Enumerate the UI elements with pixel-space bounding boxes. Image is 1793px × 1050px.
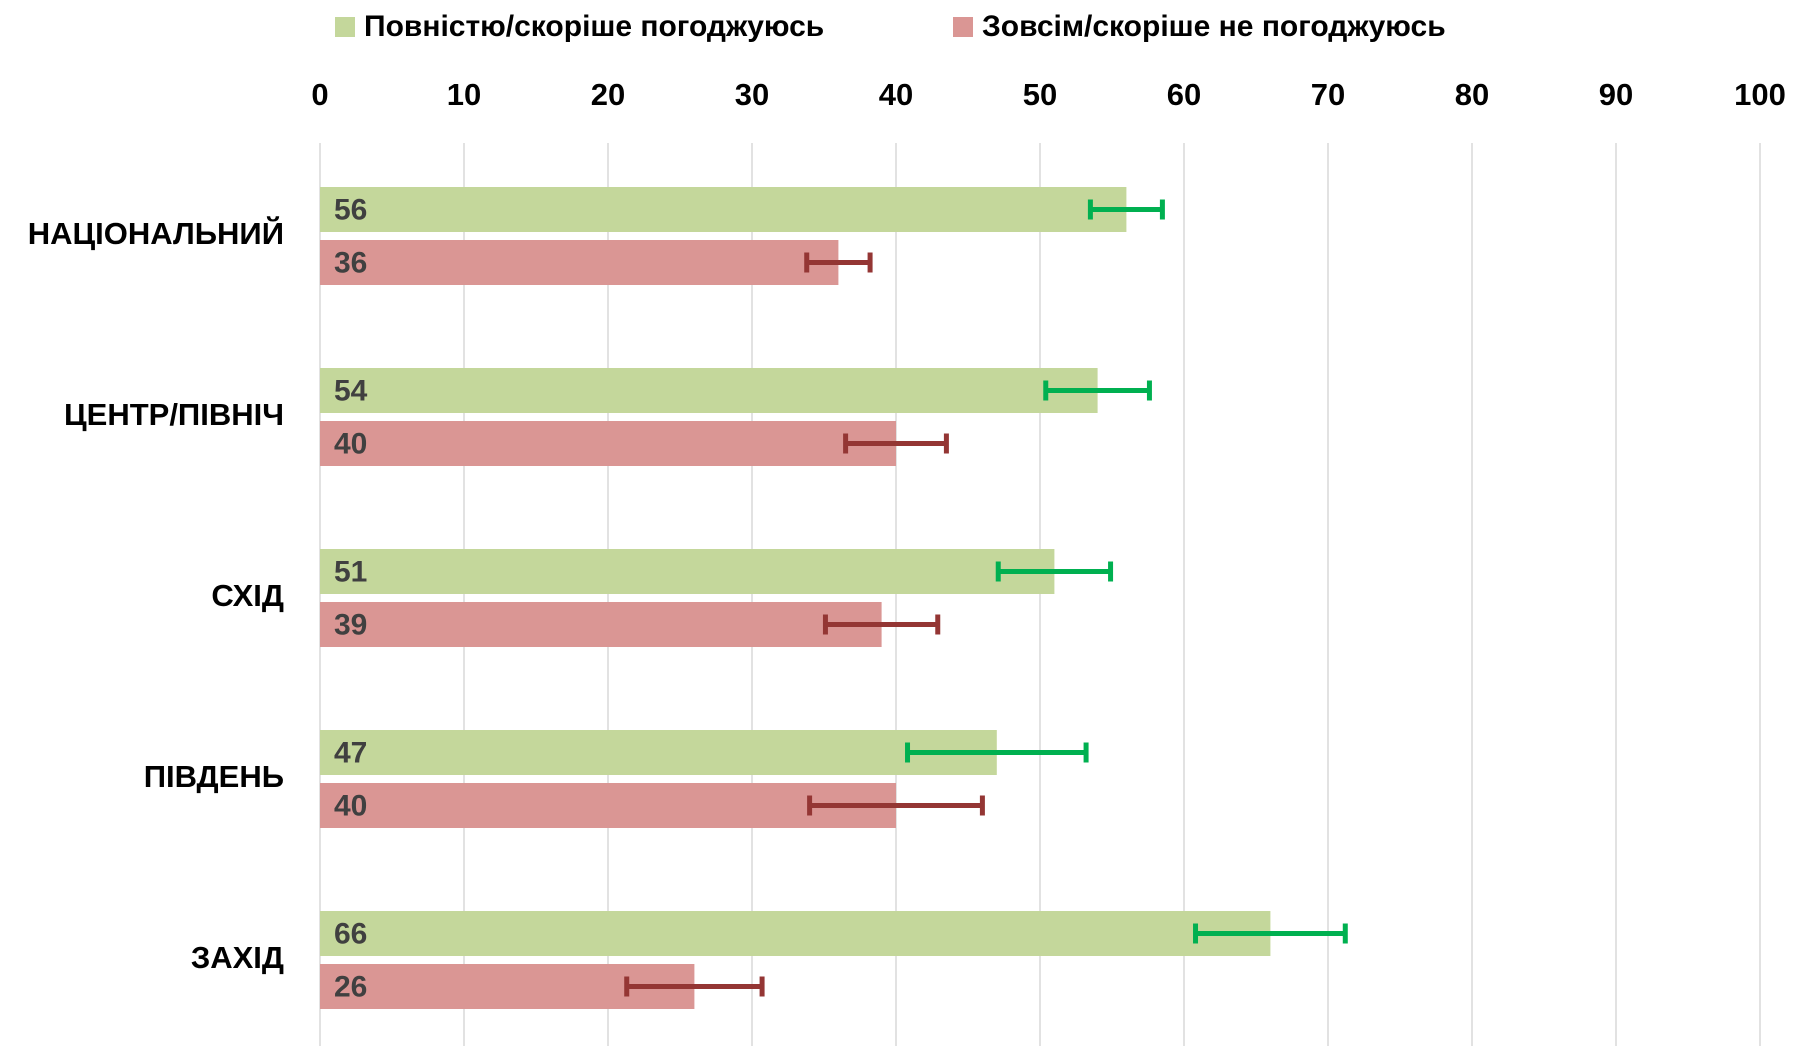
x-tick-label: 60: [1167, 77, 1201, 112]
legend-label: Повністю/скоріше погоджуюсь: [364, 10, 824, 43]
error-bar: [843, 433, 949, 454]
error-bar: [624, 976, 765, 997]
x-tick-label: 30: [735, 77, 769, 112]
error-bar: [804, 252, 873, 273]
data-label: 26: [334, 970, 367, 1003]
error-bar: [807, 795, 985, 816]
bar: [320, 187, 1127, 232]
category-label: НАЦІОНАЛЬНИЙ: [28, 215, 284, 251]
error-bar: [1087, 199, 1165, 220]
error-bar: [1193, 923, 1348, 944]
bar: [320, 421, 896, 466]
error-bar: [995, 561, 1114, 582]
data-label: 51: [334, 555, 367, 588]
x-tick-label: 70: [1311, 77, 1345, 112]
x-tick-label: 100: [1734, 77, 1786, 112]
error-bar: [822, 614, 941, 635]
x-tick-label: 90: [1599, 77, 1633, 112]
legend-label: Зовсім/скоріше не погоджуюсь: [982, 10, 1446, 43]
data-label: 66: [334, 917, 367, 950]
data-label: 39: [334, 608, 367, 641]
bar: [320, 368, 1098, 413]
x-tick-label: 50: [1023, 77, 1057, 112]
bar: [320, 730, 997, 775]
data-label: 47: [334, 736, 367, 769]
category-label: СХІД: [211, 578, 284, 613]
bar: [320, 602, 882, 647]
bar: [320, 240, 839, 285]
bar: [320, 783, 896, 828]
legend-swatch: [335, 17, 355, 37]
category-label: ЦЕНТР/ПІВНІЧ: [64, 397, 284, 432]
data-label: 40: [334, 789, 367, 822]
error-bar: [905, 742, 1089, 763]
data-label: 36: [334, 246, 367, 279]
x-tick-label: 20: [591, 77, 625, 112]
data-label: 56: [334, 193, 367, 226]
bar: [320, 549, 1055, 594]
legend-swatch: [953, 17, 973, 37]
category-label: ПІВДЕНЬ: [144, 759, 284, 794]
data-label: 54: [334, 374, 368, 407]
x-tick-label: 80: [1455, 77, 1489, 112]
data-label: 40: [334, 427, 367, 460]
category-label: ЗАХІД: [191, 940, 284, 975]
error-bar: [1043, 380, 1152, 401]
bar: [320, 911, 1271, 956]
x-tick-label: 40: [879, 77, 913, 112]
x-tick-label: 0: [311, 77, 328, 112]
x-tick-label: 10: [447, 77, 481, 112]
